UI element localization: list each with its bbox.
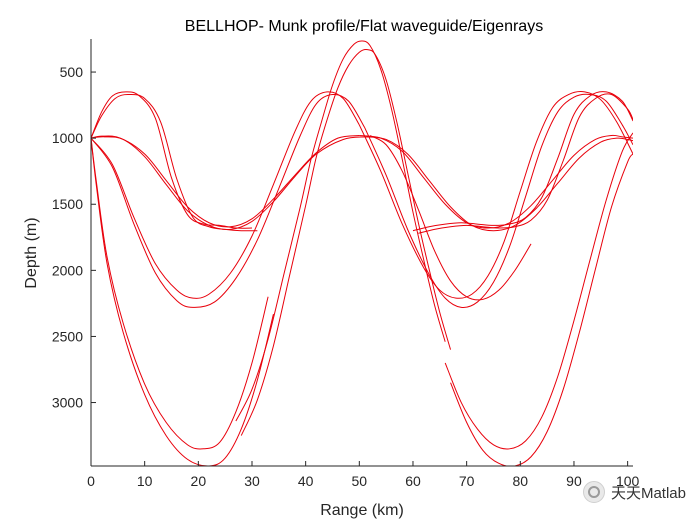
ray-11 bbox=[358, 91, 633, 299]
axes: 0 10 20 30 40 50 60 70 80 90 100 500 1000 1500 2000 250… bbox=[52, 39, 640, 489]
x-tick-label: 70 bbox=[459, 473, 475, 489]
y-tick-label: 1500 bbox=[52, 196, 83, 212]
x-tick-label: 80 bbox=[513, 473, 529, 489]
ray-12 bbox=[364, 93, 633, 308]
y-tick-label: 500 bbox=[60, 64, 84, 80]
ray-9 bbox=[235, 40, 446, 422]
ray-7 bbox=[91, 138, 269, 450]
x-tick-label: 90 bbox=[566, 473, 582, 489]
x-tick-label: 100 bbox=[616, 473, 640, 489]
ray-1 bbox=[91, 135, 360, 228]
ray-8 bbox=[91, 138, 274, 466]
watermark: 天天Matlab bbox=[582, 481, 686, 503]
ray-15 bbox=[412, 91, 633, 232]
y-tick-label: 1000 bbox=[52, 130, 83, 146]
y-tick-label: 2500 bbox=[52, 328, 83, 344]
x-tick-label: 0 bbox=[87, 473, 95, 489]
ray-14 bbox=[364, 136, 633, 232]
x-tick-label: 10 bbox=[137, 473, 153, 489]
y-tick-label: 3000 bbox=[52, 395, 83, 411]
ray-6 bbox=[91, 93, 366, 308]
plot-area bbox=[91, 40, 633, 466]
ray-17 bbox=[444, 132, 633, 450]
x-tick-label: 60 bbox=[405, 473, 421, 489]
ray-10 bbox=[240, 48, 452, 436]
y-tick-label: 2000 bbox=[52, 262, 83, 278]
y-axis-title: Depth (m) bbox=[23, 217, 40, 288]
x-axis-title: Range (km) bbox=[320, 502, 404, 519]
x-tick-label: 20 bbox=[191, 473, 207, 489]
ray-16 bbox=[418, 93, 633, 234]
ray-13 bbox=[359, 134, 633, 229]
ray-5 bbox=[91, 91, 360, 299]
x-tick-label: 40 bbox=[298, 473, 314, 489]
ray-2 bbox=[91, 136, 365, 231]
x-tick-label: 50 bbox=[352, 473, 368, 489]
ray-18 bbox=[450, 153, 633, 466]
x-tick-label: 30 bbox=[244, 473, 260, 489]
ray-4 bbox=[91, 93, 258, 232]
watermark-text: 天天Matlab bbox=[610, 484, 686, 502]
ray-19 bbox=[369, 135, 532, 301]
ray-3 bbox=[91, 91, 252, 229]
chart-title: BELLHOP- Munk profile/Flat waveguide/Eig… bbox=[185, 18, 543, 35]
wechat-logo-icon bbox=[582, 481, 605, 503]
